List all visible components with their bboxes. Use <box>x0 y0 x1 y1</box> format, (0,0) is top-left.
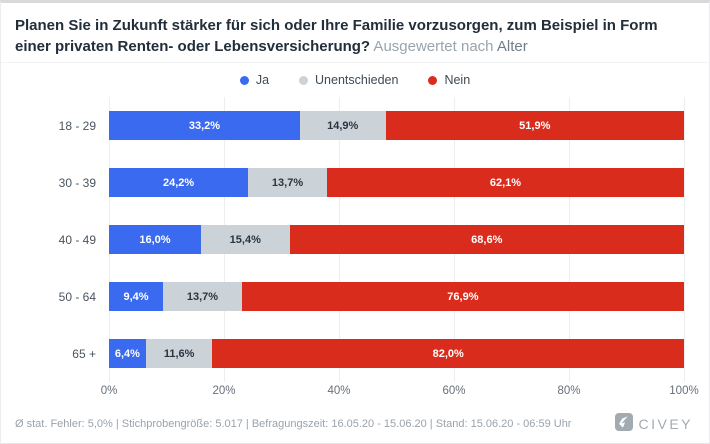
bar-value-label: 76,9% <box>447 290 479 303</box>
bar-segment-unentschieden: 14,9% <box>299 111 386 140</box>
category-label: 65 + <box>72 346 96 361</box>
bar-segment-ja: 33,2% <box>109 111 300 140</box>
bar-track: 16,0% 15,4% 68,6% <box>109 225 684 254</box>
survey-question: Planen Sie in Zukunft stärker für sich o… <box>15 15 693 58</box>
bar-row: 18 - 29 33,2% 14,9% 51,9% <box>1 97 709 154</box>
bar-value-label: 11,6% <box>163 347 195 360</box>
bar-rows: 18 - 29 33,2% 14,9% 51,9% 30 - 39 24,2% 13,7% 6… <box>1 97 709 382</box>
bar-value-label: 13,7% <box>271 176 304 189</box>
legend-item-unentschieden[interactable]: Unentschieden <box>299 73 398 87</box>
bar-value-label: 51,9% <box>519 119 551 132</box>
subtitle-value: Alter <box>496 38 528 56</box>
bar-value-label: 9,4% <box>123 290 149 303</box>
civey-logo-icon <box>615 412 634 436</box>
bar-segment-ja: 6,4% <box>109 339 146 368</box>
bar-row: 50 - 64 9,4% 13,7% 76,9% <box>1 268 709 325</box>
bar-segment-nein: 51,9% <box>385 111 684 140</box>
bar-segment-nein: 76,9% <box>241 282 684 311</box>
category-label: 40 - 49 <box>58 232 96 247</box>
legend-item-nein[interactable]: Nein <box>428 73 470 87</box>
bar-track: 9,4% 13,7% 76,9% <box>109 282 684 311</box>
bar-segment-ja: 9,4% <box>109 282 164 311</box>
gridline <box>684 97 685 382</box>
category-label: 30 - 39 <box>58 175 96 190</box>
x-axis-tick: 100% <box>669 385 699 397</box>
bar-segment-nein: 68,6% <box>289 225 684 254</box>
legend: Ja Unentschieden Nein <box>1 63 709 97</box>
x-axis-tick: 60% <box>442 385 466 397</box>
x-axis-tick: 40% <box>327 385 351 397</box>
x-axis-tick: 80% <box>557 385 581 397</box>
chart-footer: Ø stat. Fehler: 5,0% | Stichprobengröße:… <box>1 404 709 443</box>
bar-segment-nein: 82,0% <box>212 339 684 368</box>
bar-track: 24,2% 13,7% 62,1% <box>109 168 684 197</box>
chart-plot: 18 - 29 33,2% 14,9% 51,9% 30 - 39 24,2% 13,7% 6… <box>1 97 709 382</box>
bar-segment-unentschieden: 13,7% <box>163 282 242 311</box>
category-label: 50 - 64 <box>58 289 96 304</box>
bar-value-label: 82,0% <box>432 347 464 360</box>
bar-value-label: 68,6% <box>471 233 503 246</box>
legend-label: Nein <box>444 73 471 87</box>
legend-item-ja[interactable]: Ja <box>239 73 270 87</box>
legend-dot-icon <box>428 75 438 85</box>
civey-brand-text: CIVEY <box>638 416 693 432</box>
bar-segment-unentschieden: 13,7% <box>248 168 327 197</box>
bar-segment-nein: 62,1% <box>326 168 684 197</box>
bar-value-label: 33,2% <box>188 119 221 132</box>
x-axis-tick: 0% <box>100 385 118 397</box>
bar-segment-unentschieden: 15,4% <box>201 225 290 254</box>
legend-dot-icon <box>299 75 309 85</box>
legend-label: Unentschieden <box>315 73 399 87</box>
bar-row: 65 + 6,4% 11,6% 82,0% <box>1 325 709 382</box>
x-axis: 0% 20% 40% 60% 80% 100% <box>101 382 699 404</box>
bar-track: 33,2% 14,9% 51,9% <box>109 111 684 140</box>
bar-value-label: 6,4% <box>114 347 140 360</box>
bar-track: 6,4% 11,6% 82,0% <box>109 339 684 368</box>
question-text: Planen Sie in Zukunft stärker für sich o… <box>15 17 658 56</box>
bar-value-label: 15,4% <box>229 233 261 246</box>
survey-stats: Ø stat. Fehler: 5,0% | Stichprobengröße:… <box>15 418 572 430</box>
bar-value-label: 13,7% <box>186 290 219 303</box>
bar-segment-unentschieden: 11,6% <box>145 339 213 368</box>
bar-segment-ja: 24,2% <box>109 168 249 197</box>
subtitle-prefix: Ausgewertet nach <box>370 38 497 56</box>
bar-value-label: 24,2% <box>162 176 195 189</box>
bar-row: 30 - 39 24,2% 13,7% 62,1% <box>1 154 709 211</box>
legend-label: Ja <box>255 73 270 87</box>
bar-value-label: 62,1% <box>489 176 522 189</box>
chart-header: Planen Sie in Zukunft stärker für sich o… <box>1 3 709 63</box>
x-axis-tick: 20% <box>212 385 236 397</box>
category-label: 18 - 29 <box>58 118 96 133</box>
bar-value-label: 16,0% <box>139 233 171 246</box>
bar-row: 40 - 49 16,0% 15,4% 68,6% <box>1 211 709 268</box>
bar-value-label: 14,9% <box>327 119 359 132</box>
legend-dot-icon <box>239 75 249 85</box>
civey-brand[interactable]: CIVEY <box>615 412 693 436</box>
bar-segment-ja: 16,0% <box>109 225 201 254</box>
